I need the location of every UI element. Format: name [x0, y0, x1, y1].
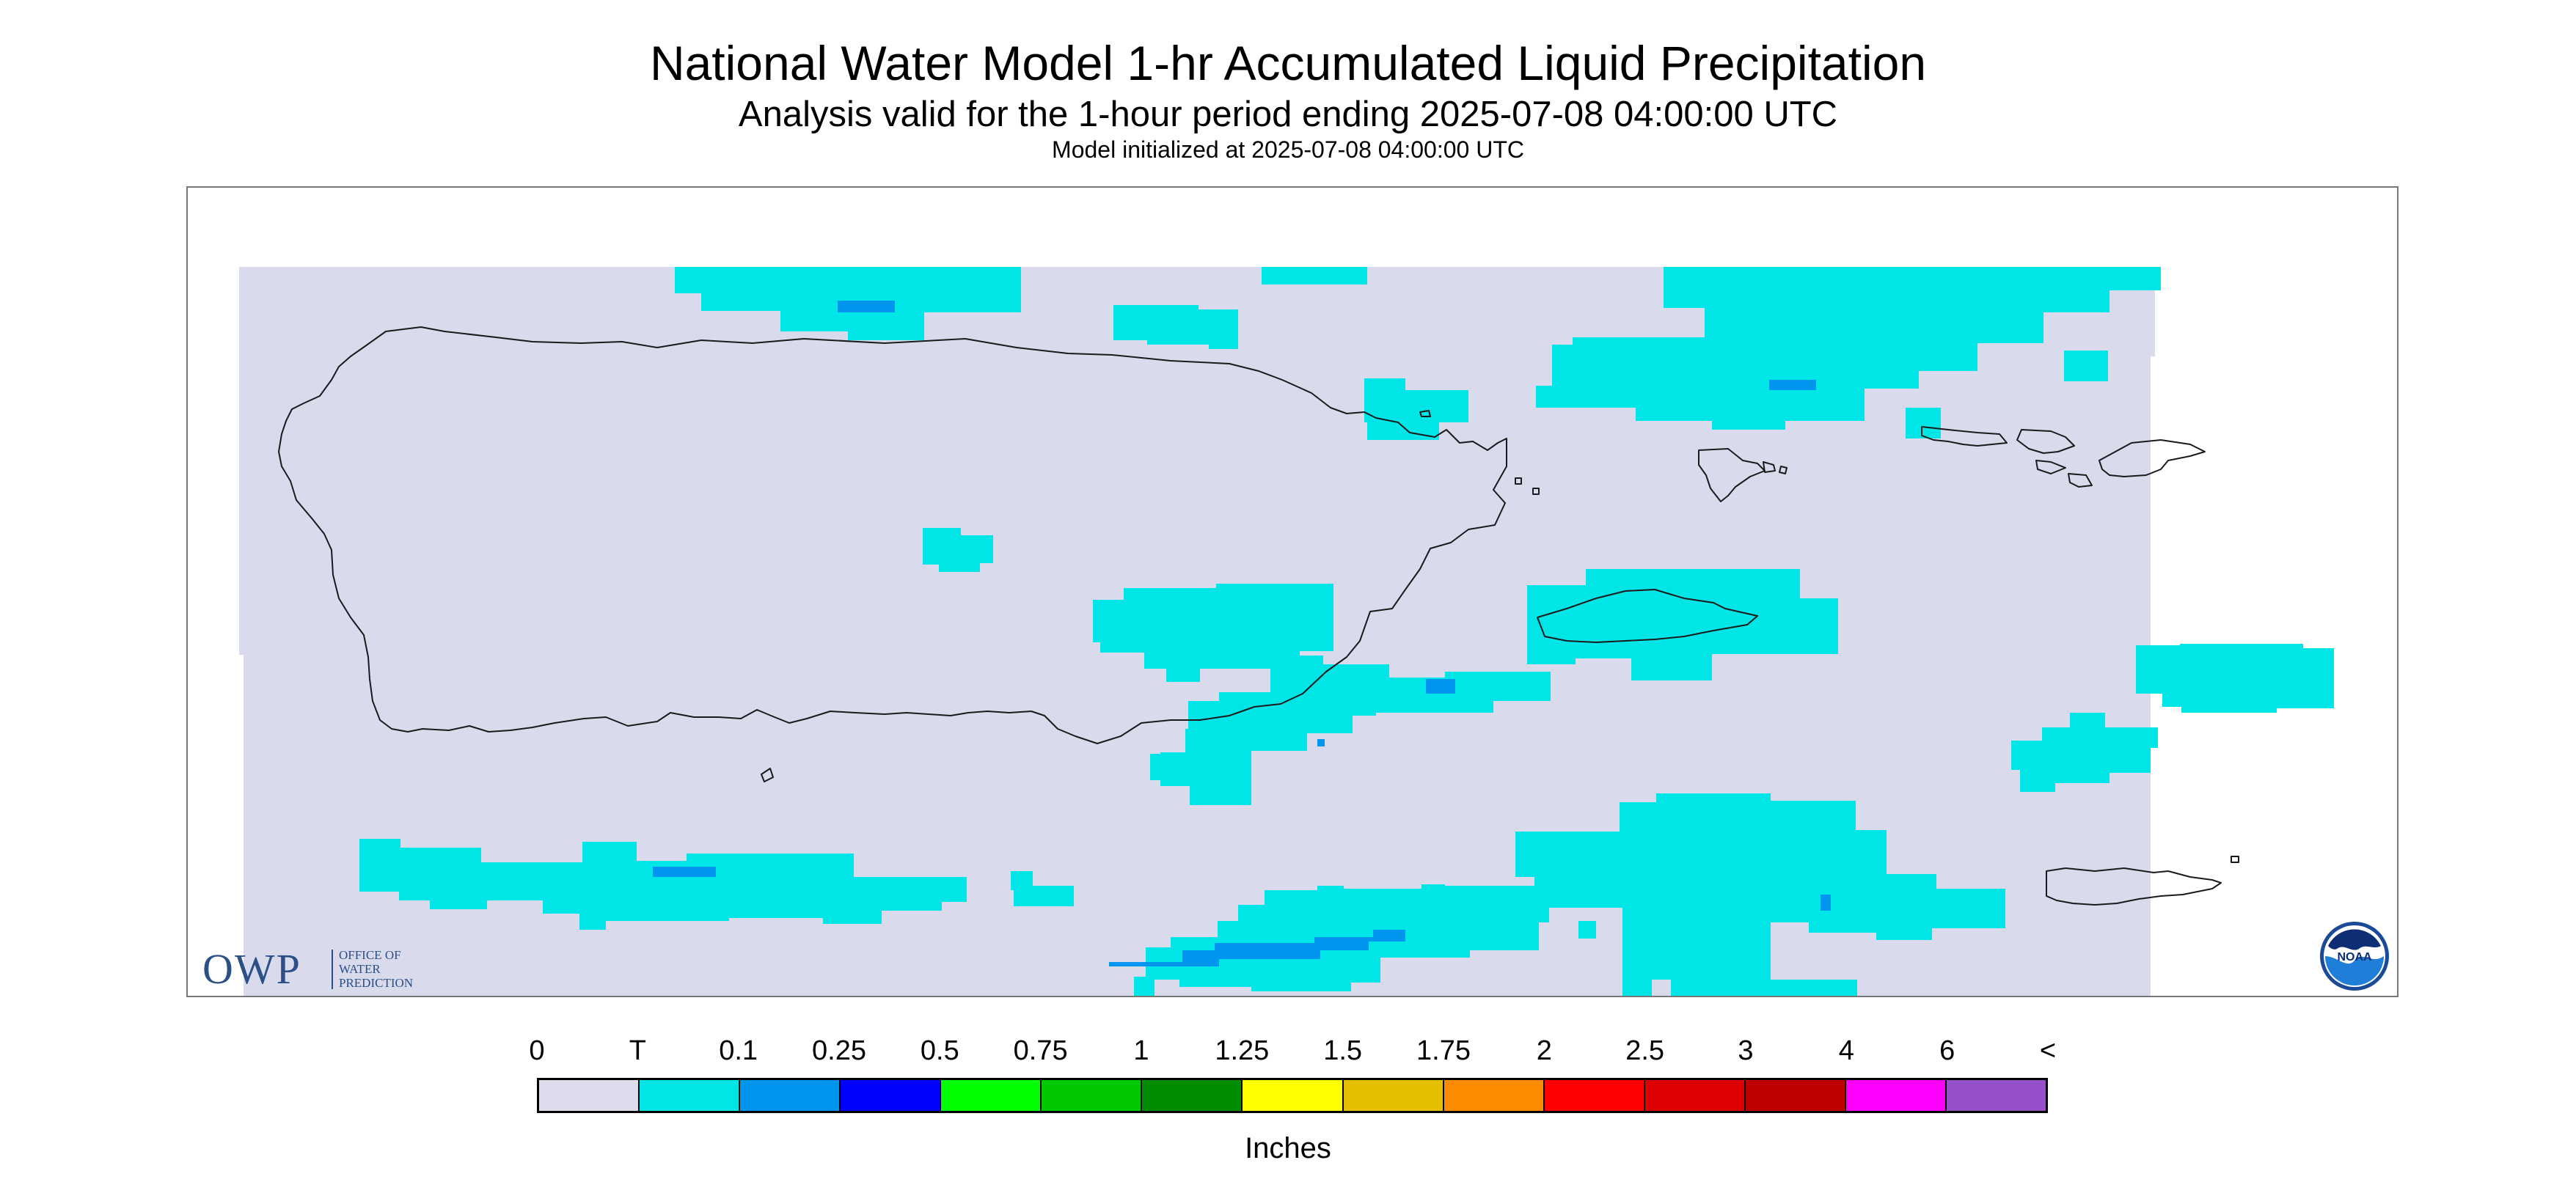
- colorbar-swatch: [1644, 1080, 1746, 1111]
- vieques-islet: [1515, 477, 1522, 485]
- st-thomas-coastline: [1921, 426, 2008, 447]
- precip-area: [1262, 267, 1367, 285]
- legend-tick-label: 2.5: [1625, 1035, 1665, 1066]
- owp-name-line: PREDICTION: [339, 976, 414, 990]
- precip-area: [1769, 380, 1816, 390]
- colorbar-swatch: [1544, 1080, 1645, 1111]
- precip-area: [1109, 930, 1405, 966]
- colorbar-swatch: [941, 1080, 1042, 1111]
- colorbar-swatch: [1745, 1080, 1846, 1111]
- legend-tick-label: 2: [1536, 1035, 1552, 1066]
- colorbar-swatch: [841, 1080, 942, 1111]
- precip-area: [2136, 644, 2334, 713]
- precip-area: [653, 867, 716, 877]
- precip-area: [2011, 713, 2158, 792]
- legend-tick-label: 0.1: [719, 1035, 758, 1066]
- culebra-islet: [1763, 461, 1776, 473]
- owp-logo-letters: OWP: [202, 945, 301, 993]
- noaa-logo-text: NOAA: [2337, 951, 2372, 963]
- precip-area: [923, 528, 993, 572]
- colorbar-swatch: [1243, 1080, 1344, 1111]
- map-title: National Water Model 1-hr Accumulated Li…: [649, 36, 1927, 90]
- legend-tick-label: 1.25: [1215, 1035, 1270, 1066]
- puerto-rico-coastline: [278, 326, 1507, 744]
- precip-area: [1821, 895, 1831, 911]
- legend-tick-label: 1.5: [1323, 1035, 1363, 1066]
- precip-area: [359, 839, 967, 930]
- owp-logo-divider: [332, 950, 333, 989]
- precip-map: [239, 267, 2334, 996]
- legend-tick-label: 0: [529, 1035, 545, 1066]
- colorbar-swatch: [740, 1080, 841, 1111]
- bvi-islet: [2099, 439, 2206, 477]
- precip-area: [838, 301, 895, 312]
- legend-tick-label: 4: [1838, 1035, 1854, 1066]
- precip-area: [2064, 350, 2108, 381]
- colorbar-swatch: [1946, 1080, 2046, 1111]
- precip-area: [1536, 267, 2161, 430]
- light-precip-areas: [653, 301, 1831, 966]
- precip-area: [1150, 754, 1172, 780]
- colorbar-swatch: [1343, 1080, 1444, 1111]
- culebra-coastline: [1698, 448, 1765, 502]
- culebra-islet: [1779, 466, 1788, 474]
- colorbar-swatch: [640, 1080, 741, 1111]
- legend-tick-label: 1.75: [1416, 1035, 1471, 1066]
- precip-area: [1113, 305, 1238, 349]
- legend-tick-label: 0.5: [920, 1035, 959, 1066]
- owp-name-line: OFFICE OF: [339, 948, 401, 962]
- precip-area: [1578, 921, 1596, 939]
- precip-area: [1011, 871, 1074, 906]
- legend-tick-label: 1: [1133, 1035, 1149, 1066]
- vieques-coastline: [1537, 589, 1758, 643]
- precip-area: [1906, 408, 1941, 438]
- owp-logo-name: OFFICE OF WATER PREDICTION: [339, 948, 413, 990]
- noaa-seal-icon: NOAA: [2320, 922, 2389, 991]
- colorbar-swatch: [539, 1080, 640, 1111]
- legend-tick-label: <: [2039, 1035, 2057, 1066]
- map-subtitle: Analysis valid for the 1-hour period end…: [738, 95, 1838, 134]
- vieques-islet: [1532, 488, 1540, 495]
- mona-islet: [2231, 856, 2239, 863]
- desecheo-islet: [1419, 410, 1431, 417]
- legend-tick-label: 6: [1939, 1035, 1955, 1066]
- precip-area: [1317, 739, 1325, 746]
- bvi-islet: [2068, 473, 2093, 488]
- map-panel: OWP OFFICE OF WATER PREDICTION NOAA: [186, 186, 2398, 997]
- legend-tick-label: 3: [1738, 1035, 1754, 1066]
- precip-area: [1515, 793, 2005, 996]
- colorbar-swatch: [1443, 1080, 1545, 1111]
- model-init-line: Model initialized at 2025-07-08 04:00:00…: [1052, 136, 1524, 163]
- precip-area: [1426, 679, 1455, 694]
- owp-name-line: WATER: [339, 962, 381, 976]
- precip-area: [1364, 378, 1468, 440]
- st-john-coastline: [2016, 429, 2075, 454]
- st-croix-coastline: [2046, 867, 2222, 906]
- colorbar-swatch: [1845, 1080, 1947, 1111]
- precip-colorbar: [537, 1078, 2048, 1113]
- legend-tick-label: T: [629, 1035, 646, 1066]
- coastlines: [278, 326, 2239, 906]
- colorbar-swatch: [1142, 1080, 1243, 1111]
- legend-tick-label: 0.25: [812, 1035, 866, 1066]
- bvi-islet: [2035, 460, 2066, 474]
- legend-units-label: Inches: [1245, 1132, 1331, 1164]
- caja-de-muertos-islet: [761, 768, 774, 782]
- legend-tick-label: 0.75: [1013, 1035, 1068, 1066]
- colorbar-swatch: [1042, 1080, 1143, 1111]
